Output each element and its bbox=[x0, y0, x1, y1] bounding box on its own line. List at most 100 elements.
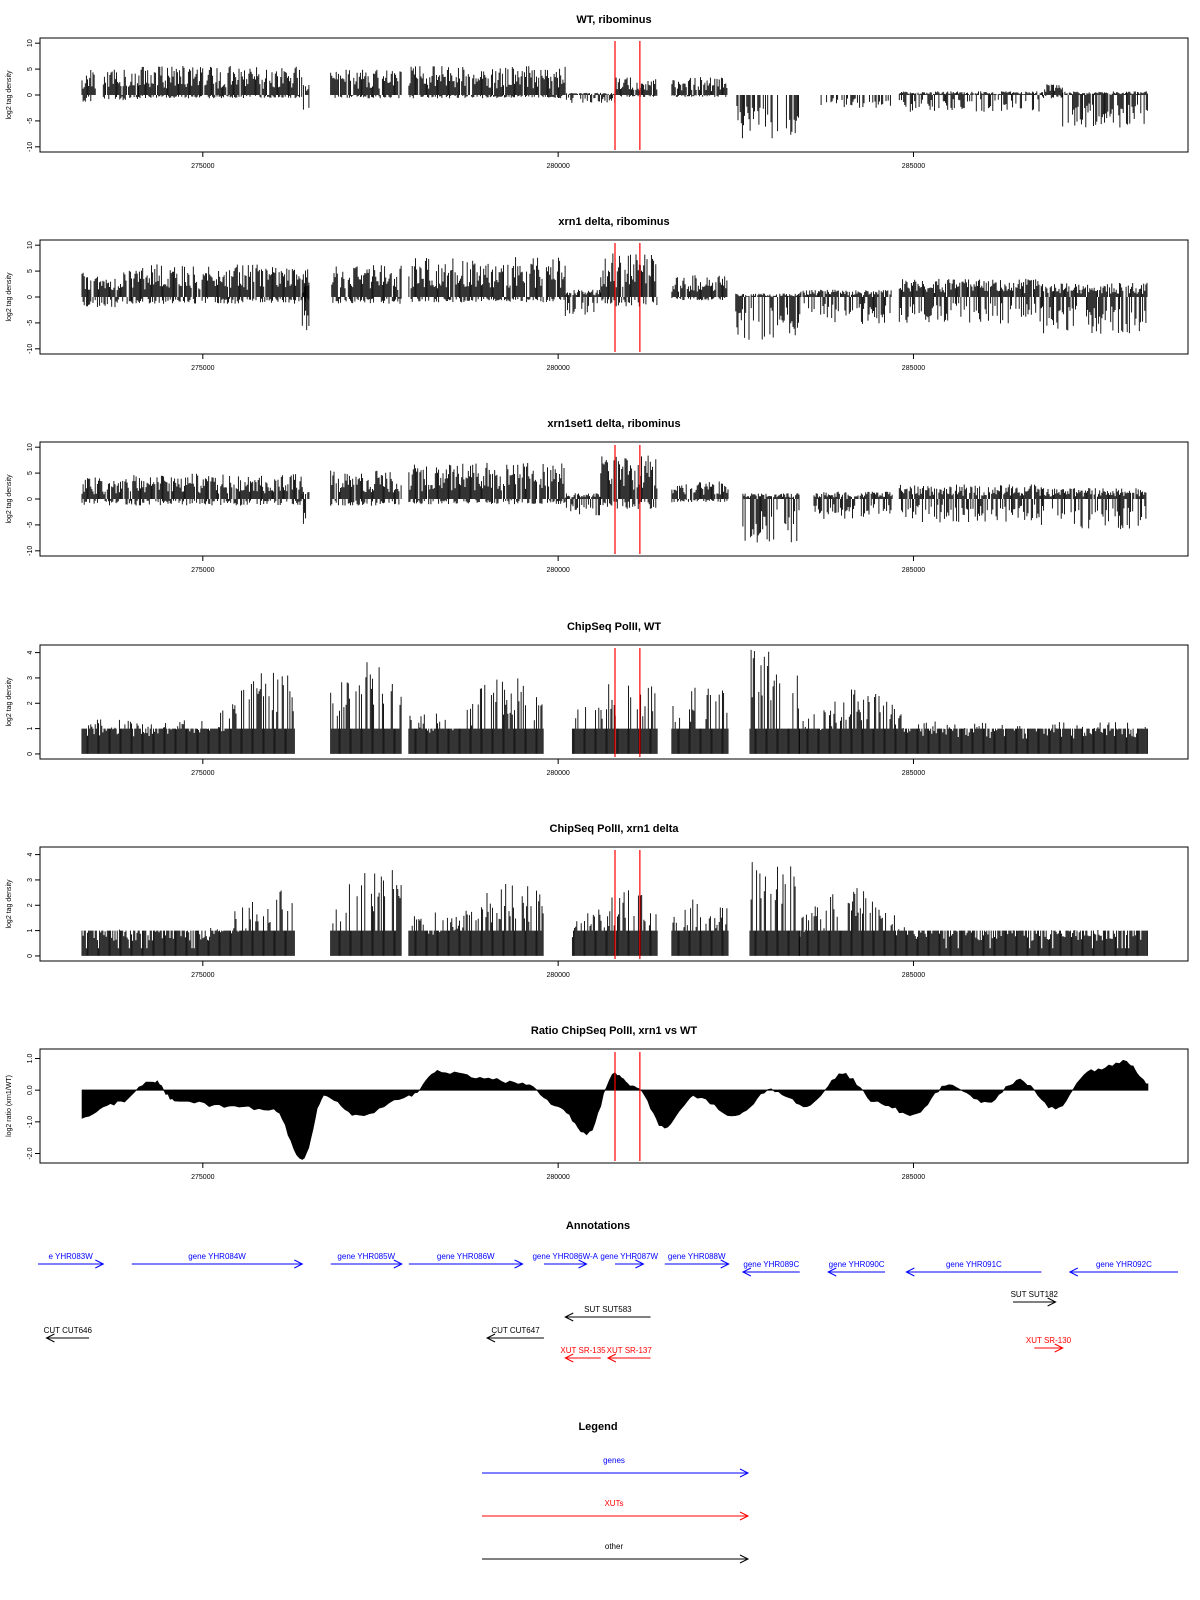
x-tick-label: 285000 bbox=[902, 567, 925, 574]
bar-segment bbox=[408, 884, 544, 956]
annotation-arrow bbox=[1068, 1267, 1178, 1277]
annotation-arrow bbox=[827, 1267, 886, 1277]
bar-segment bbox=[600, 253, 658, 307]
bar-segment bbox=[671, 77, 728, 97]
bar-segment bbox=[571, 890, 658, 956]
bar-segment bbox=[138, 66, 303, 99]
y-tick-label: 5 bbox=[27, 67, 34, 71]
y-tick-label: 1 bbox=[27, 727, 34, 731]
annotation-arrow bbox=[408, 1259, 524, 1269]
y-axis-label: log2 tag density bbox=[6, 70, 13, 120]
bar-segment bbox=[571, 684, 658, 754]
y-axis-label: log2 tag density bbox=[6, 272, 13, 322]
y-tick-label: 2 bbox=[27, 903, 34, 907]
bar-segment bbox=[408, 257, 566, 303]
y-tick-label: 1.0 bbox=[27, 1054, 34, 1064]
bar-segment bbox=[898, 484, 1042, 523]
legend-label: genes bbox=[603, 1456, 625, 1465]
bar-segment bbox=[302, 85, 310, 110]
bar-segment bbox=[102, 69, 139, 101]
y-tick-label: 10 bbox=[27, 241, 34, 249]
y-tick-label: 10 bbox=[27, 39, 34, 47]
y-axis-label: log2 tag density bbox=[6, 879, 13, 929]
bar-segment bbox=[564, 289, 601, 316]
annotations-title: Annotations bbox=[566, 1220, 630, 1232]
y-tick-label: -10 bbox=[27, 546, 34, 556]
annotation-arrow bbox=[905, 1267, 1042, 1277]
legend-label: XUTs bbox=[604, 1499, 623, 1508]
x-tick-label: 275000 bbox=[191, 567, 214, 574]
series bbox=[81, 455, 1147, 543]
bar-segment bbox=[736, 95, 799, 139]
y-tick-label: 0 bbox=[27, 93, 34, 97]
y-tick-label: -1.0 bbox=[27, 1116, 34, 1128]
x-tick-label: 280000 bbox=[546, 770, 569, 777]
annotation-feature: gene YHR085W bbox=[330, 1252, 403, 1269]
legend-section: Legend genes XUTs other bbox=[482, 1421, 750, 1564]
legend-arrow bbox=[482, 1511, 750, 1521]
y-tick-label: 1 bbox=[27, 929, 34, 933]
panel-5: ChipSeq PolII, xrn1 delta log2 tag densit… bbox=[6, 823, 1189, 979]
y-tick-label: 3 bbox=[27, 676, 34, 680]
annotation-feature: CUT CUT647 bbox=[485, 1326, 544, 1343]
annotation-feature: gene YHR084W bbox=[131, 1252, 304, 1269]
annotation-label: gene YHR091C bbox=[946, 1260, 1002, 1269]
bar-segment bbox=[565, 92, 616, 103]
bar-segment bbox=[1040, 488, 1147, 530]
annotation-feature: XUT SR-137 bbox=[607, 1346, 652, 1363]
x-tick-label: 280000 bbox=[546, 365, 569, 372]
legend-arrow bbox=[482, 1468, 750, 1478]
bar-segment bbox=[81, 70, 96, 102]
x-tick-label: 280000 bbox=[546, 163, 569, 170]
bar-segment bbox=[898, 91, 1042, 112]
annotation-feature: gene YHR089C bbox=[741, 1260, 800, 1277]
bar-segment bbox=[331, 265, 402, 304]
annotation-label: gene YHR084W bbox=[188, 1252, 246, 1261]
y-axis-label: log2 tag density bbox=[6, 474, 13, 524]
legend-items: genes XUTs other bbox=[482, 1456, 750, 1564]
bar-segment bbox=[408, 66, 566, 99]
x-tick-label: 285000 bbox=[902, 972, 925, 979]
annotation-label: XUT SR-135 bbox=[560, 1346, 606, 1355]
x-tick-label: 275000 bbox=[191, 972, 214, 979]
annotation-arrow bbox=[741, 1267, 800, 1277]
y-tick-label: -5 bbox=[27, 118, 34, 124]
panel-title: ChipSeq PolII, xrn1 delta bbox=[550, 823, 680, 835]
annotation-label: gene YHR092C bbox=[1096, 1260, 1152, 1269]
plot-frame bbox=[39, 1048, 1189, 1164]
annotation-label: gene YHR085W bbox=[337, 1252, 395, 1261]
bar-segment bbox=[671, 481, 729, 503]
x-tick-label: 275000 bbox=[191, 770, 214, 777]
y-axis-label: log2 tag density bbox=[6, 677, 13, 727]
annotation-feature: gene YHR086W-A bbox=[532, 1252, 599, 1269]
bar-segment bbox=[330, 870, 402, 956]
bar-segment bbox=[671, 899, 729, 956]
bar-segment bbox=[813, 491, 893, 519]
y-tick-label: 5 bbox=[27, 269, 34, 273]
annotation-feature: XUT SR-135 bbox=[560, 1346, 606, 1363]
annotation-arrow bbox=[38, 1259, 105, 1269]
bar-segment bbox=[735, 293, 801, 340]
y-tick-label: -5 bbox=[27, 320, 34, 326]
bar-segment bbox=[81, 890, 295, 956]
bar-segment bbox=[749, 649, 800, 754]
annotation-label: CUT CUT646 bbox=[44, 1326, 93, 1335]
y-tick-label: 3 bbox=[27, 878, 34, 882]
bar-segment bbox=[131, 473, 303, 506]
x-tick-label: 280000 bbox=[546, 1174, 569, 1181]
x-tick-label: 280000 bbox=[546, 972, 569, 979]
panel-title: ChipSeq PolII, WT bbox=[567, 621, 661, 633]
panel-1: WT, ribominus log2 tag density -10 -5 0 5 10 27… bbox=[6, 14, 1189, 170]
annotation-label: gene YHR086W-A bbox=[532, 1252, 598, 1261]
x-tick-label: 275000 bbox=[191, 163, 214, 170]
annotation-arrow bbox=[543, 1259, 588, 1269]
annotation-feature: XUT SR-130 bbox=[1026, 1336, 1072, 1353]
y-tick-label: 4 bbox=[27, 853, 34, 857]
annotation-feature: gene YHR092C bbox=[1068, 1260, 1178, 1277]
series bbox=[81, 862, 1148, 956]
bar-segment bbox=[301, 282, 310, 331]
panel-2: xrn1 delta, ribominus log2 tag density -10… bbox=[6, 216, 1189, 372]
annotation-feature: gene YHR087W bbox=[600, 1252, 658, 1269]
panel-title: xrn1set1 delta, ribominus bbox=[547, 418, 680, 430]
x-tick-label: 275000 bbox=[191, 1174, 214, 1181]
